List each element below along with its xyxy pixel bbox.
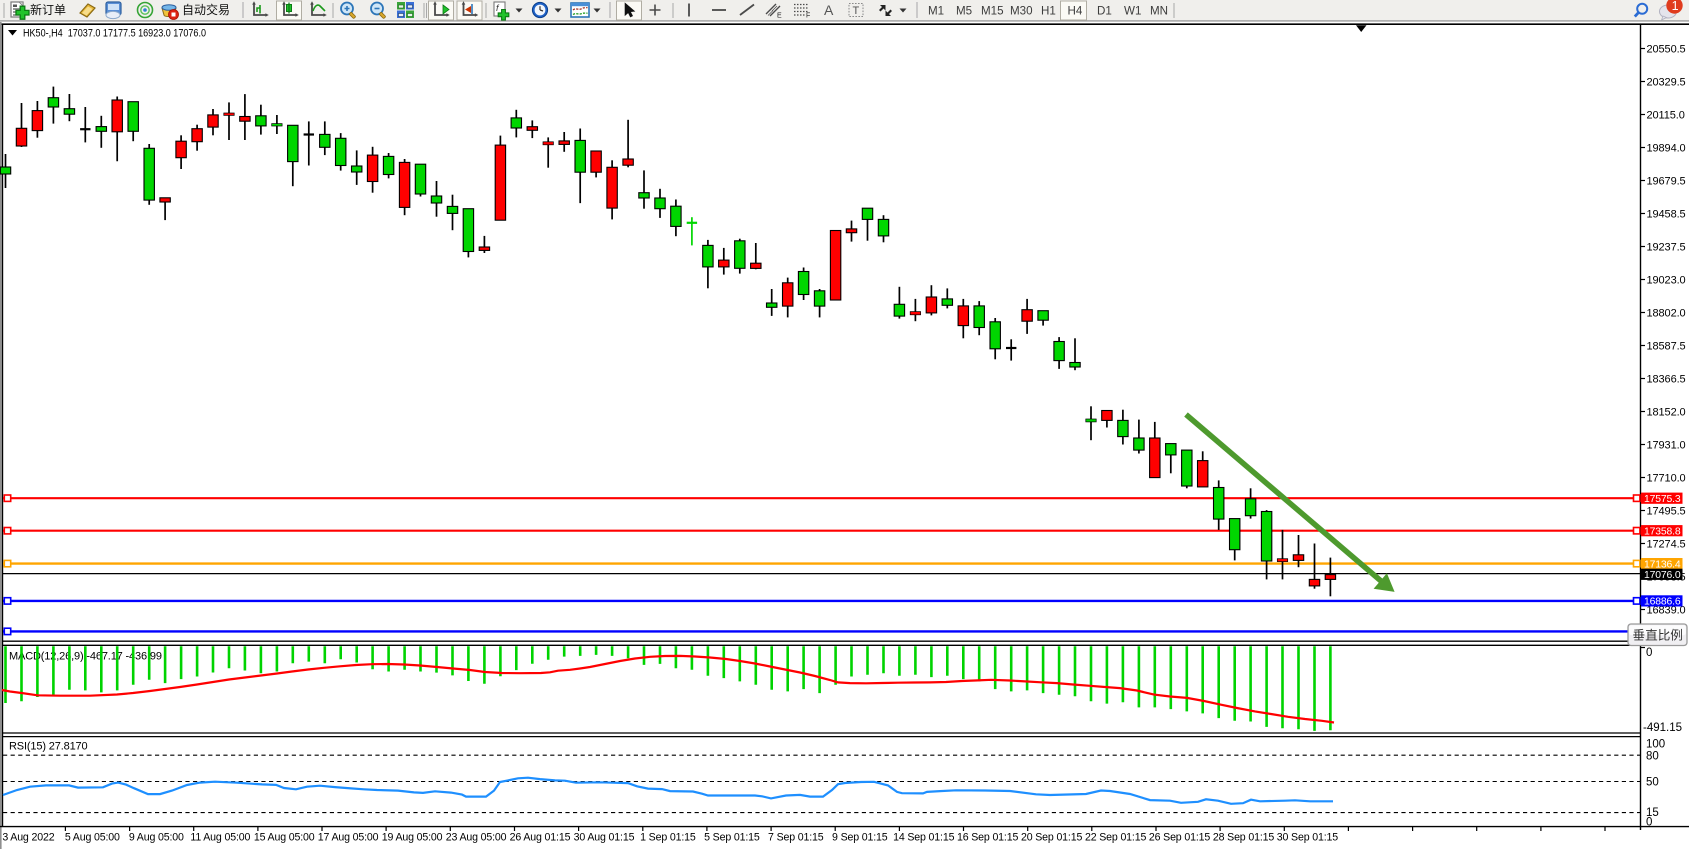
- svg-text:5 Sep 01:15: 5 Sep 01:15: [704, 832, 760, 844]
- svg-text:M30: M30: [1010, 5, 1033, 18]
- svg-text:19023.0: 19023.0: [1647, 275, 1686, 287]
- svg-text:100: 100: [1646, 739, 1665, 751]
- svg-text:19679.5: 19679.5: [1647, 176, 1686, 188]
- svg-text:50: 50: [1646, 777, 1659, 789]
- svg-text:1: 1: [1672, 0, 1679, 13]
- svg-text:30 Sep 01:15: 30 Sep 01:15: [1277, 832, 1338, 844]
- svg-text:17 Aug 05:00: 17 Aug 05:00: [318, 832, 379, 844]
- svg-text:28 Sep 01:15: 28 Sep 01:15: [1213, 832, 1274, 844]
- svg-text:17076.0: 17076.0: [1644, 570, 1681, 581]
- svg-text:80: 80: [1646, 751, 1659, 763]
- svg-text:9 Sep 01:15: 9 Sep 01:15: [832, 832, 888, 844]
- svg-text:0: 0: [1646, 647, 1652, 659]
- svg-text:14 Sep 01:15: 14 Sep 01:15: [893, 832, 954, 844]
- svg-text:M15: M15: [981, 5, 1004, 18]
- svg-text:20115.0: 20115.0: [1647, 110, 1685, 122]
- svg-text:18587.5: 18587.5: [1647, 341, 1686, 353]
- svg-text:30 Aug 01:15: 30 Aug 01:15: [574, 832, 635, 844]
- svg-text:18802.0: 18802.0: [1647, 308, 1686, 320]
- svg-text:19 Aug 05:00: 19 Aug 05:00: [382, 832, 443, 844]
- svg-text:F: F: [806, 13, 810, 20]
- svg-text:RSI(15) 27.8170: RSI(15) 27.8170: [9, 741, 87, 753]
- svg-text:19237.5: 19237.5: [1647, 242, 1686, 254]
- svg-text:19894.0: 19894.0: [1647, 143, 1686, 155]
- svg-text:自动交易: 自动交易: [182, 2, 230, 17]
- svg-text:E: E: [777, 13, 782, 20]
- svg-text:19458.5: 19458.5: [1647, 209, 1686, 221]
- svg-text:D1: D1: [1097, 5, 1112, 18]
- svg-text:H1: H1: [1041, 5, 1056, 18]
- svg-text:16839.0: 16839.0: [1647, 605, 1686, 617]
- svg-text:MN: MN: [1150, 5, 1168, 18]
- svg-text:f: f: [496, 3, 500, 13]
- svg-text:9 Aug 05:00: 9 Aug 05:00: [129, 832, 184, 844]
- svg-text:垂直比例: 垂直比例: [1633, 629, 1683, 643]
- svg-text:H4: H4: [1068, 5, 1083, 18]
- svg-text:新订单: 新订单: [30, 2, 66, 17]
- svg-text:M1: M1: [928, 5, 944, 18]
- svg-text:20 Sep 01:15: 20 Sep 01:15: [1021, 832, 1082, 844]
- svg-text:17575.3: 17575.3: [1644, 494, 1681, 505]
- svg-text:11 Aug 05:00: 11 Aug 05:00: [190, 832, 250, 844]
- svg-text:T: T: [853, 5, 860, 17]
- svg-text:16 Sep 01:15: 16 Sep 01:15: [957, 832, 1018, 844]
- svg-text:W1: W1: [1124, 5, 1141, 18]
- svg-text:0: 0: [1646, 817, 1652, 829]
- svg-text:M5: M5: [956, 5, 972, 18]
- svg-text:1 Sep 01:15: 1 Sep 01:15: [640, 832, 696, 844]
- svg-text:3 Aug 2022: 3 Aug 2022: [2, 832, 54, 844]
- svg-text:17931.0: 17931.0: [1647, 440, 1686, 452]
- svg-text:20329.5: 20329.5: [1647, 77, 1686, 89]
- svg-text:15 Aug 05:00: 15 Aug 05:00: [254, 832, 315, 844]
- svg-text:17710.0: 17710.0: [1647, 473, 1686, 485]
- svg-text:A: A: [824, 2, 834, 18]
- svg-text:26 Sep 01:15: 26 Sep 01:15: [1149, 832, 1210, 844]
- svg-text:17136.4: 17136.4: [1644, 559, 1681, 570]
- svg-text:5 Aug 05:00: 5 Aug 05:00: [65, 832, 120, 844]
- svg-text:15: 15: [1646, 807, 1659, 819]
- svg-text:HK50-,H4 17037.0 17177.5 1692: HK50-,H4 17037.0 17177.5 16923.0 17076.0: [23, 28, 206, 40]
- svg-text:20550.5: 20550.5: [1647, 44, 1686, 56]
- svg-text:17358.8: 17358.8: [1644, 527, 1681, 538]
- svg-text:23 Aug 05:00: 23 Aug 05:00: [446, 832, 507, 844]
- svg-text:18152.0: 18152.0: [1647, 407, 1686, 419]
- svg-text:17274.5: 17274.5: [1647, 539, 1686, 551]
- svg-text:22 Sep 01:15: 22 Sep 01:15: [1085, 832, 1146, 844]
- svg-text:26 Aug 01:15: 26 Aug 01:15: [510, 832, 571, 844]
- svg-text:17495.5: 17495.5: [1647, 506, 1686, 518]
- svg-text:18366.5: 18366.5: [1647, 374, 1686, 386]
- svg-text:16886.6: 16886.6: [1644, 597, 1681, 608]
- svg-text:7 Sep 01:15: 7 Sep 01:15: [768, 832, 824, 844]
- svg-text:-491.15: -491.15: [1643, 722, 1682, 734]
